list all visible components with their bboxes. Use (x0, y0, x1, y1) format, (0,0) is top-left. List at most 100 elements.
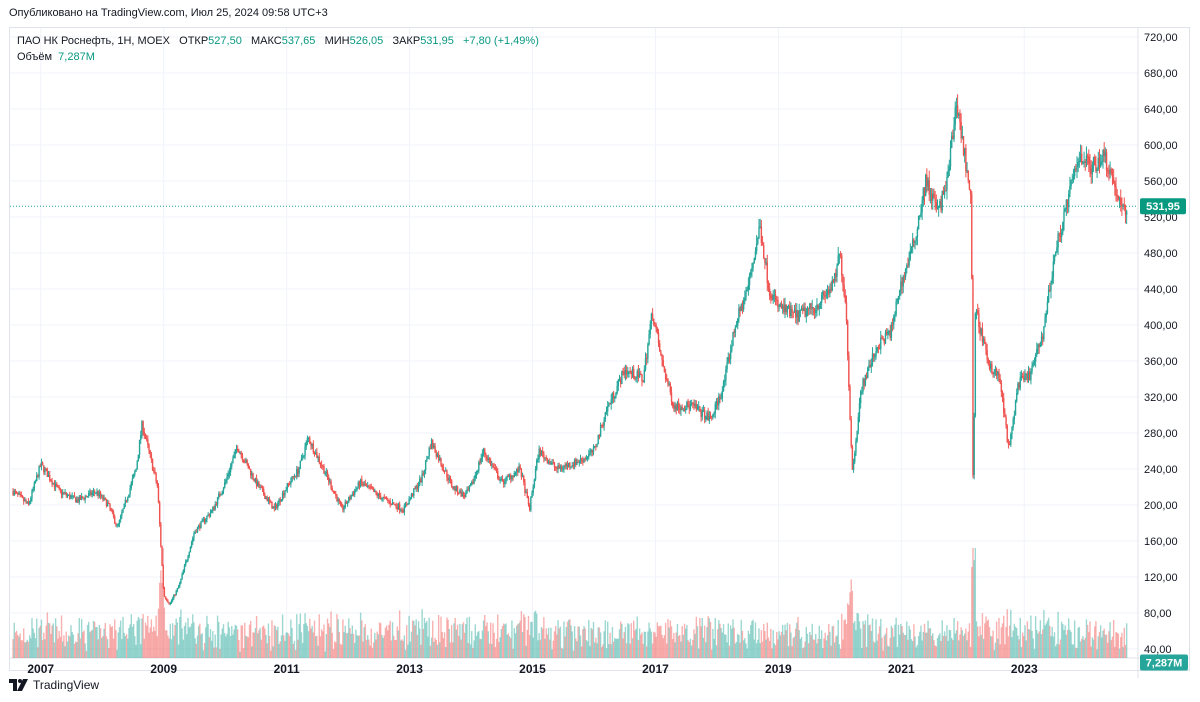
candle-body (864, 374, 867, 386)
candle-body (560, 467, 563, 469)
candle-body (293, 476, 296, 478)
volume-bar (236, 629, 239, 658)
footer: TradingView (9, 678, 99, 692)
candle-body (910, 247, 913, 251)
candle-body (371, 488, 374, 490)
volume-bar (31, 618, 33, 658)
candle-body (348, 496, 350, 503)
volume-bar (754, 622, 757, 658)
candle-body (960, 122, 962, 138)
volume-bar (194, 638, 196, 658)
candle-body (472, 481, 474, 484)
candle-body (841, 255, 843, 276)
volume-bar (718, 620, 720, 658)
candle-body (994, 368, 997, 373)
volume-bar (1069, 629, 1071, 658)
volume-bar (824, 632, 826, 658)
candle-body (504, 482, 506, 484)
volume-label[interactable]: Объём (17, 51, 53, 63)
volume-bar (1037, 633, 1039, 658)
volume-bar (424, 622, 427, 658)
candle-body (174, 594, 176, 596)
volume-bar (610, 644, 612, 658)
candle-body (1103, 149, 1105, 157)
x-tick-label: 2021 (888, 662, 915, 676)
volume-bar (636, 616, 638, 658)
volume-bar (409, 641, 411, 658)
volume-bar (830, 645, 832, 658)
volume-bar (1008, 625, 1011, 658)
volume-bar (489, 622, 492, 658)
candle-body (223, 482, 226, 488)
candle-body (124, 499, 127, 504)
volume-bar (998, 617, 1000, 658)
candle-body (856, 430, 858, 441)
candle-body (424, 460, 427, 471)
candle-body (430, 440, 433, 449)
volume-bar (497, 614, 499, 658)
volume-bar (623, 632, 625, 658)
tradingview-logo-icon[interactable] (9, 679, 29, 691)
candle-body (13, 490, 15, 495)
volume-bar (872, 641, 875, 658)
candle-body (579, 458, 582, 463)
volume-bar (679, 634, 681, 658)
candle-body (1123, 204, 1125, 207)
volume-bar (231, 626, 233, 658)
candle-body (417, 484, 420, 489)
candle-body (507, 475, 510, 477)
volume-bar (828, 623, 830, 658)
volume-bar (1125, 623, 1128, 658)
candle-body (125, 499, 128, 501)
volume-bar (25, 641, 27, 658)
candle-body (1013, 415, 1016, 420)
volume-bar (355, 629, 357, 658)
candle-body (948, 166, 951, 171)
candle-body (268, 499, 271, 502)
candle-body (28, 501, 31, 504)
volume-bar (854, 621, 856, 658)
candle-body (757, 238, 759, 244)
candle-body (201, 519, 203, 522)
candle-body (66, 495, 69, 497)
y-tick-label: 320,00 (1144, 392, 1178, 404)
candle-body (110, 508, 112, 511)
volume-bar (958, 640, 960, 658)
volume-bar (883, 635, 886, 658)
candle-body (813, 308, 816, 313)
volume-bar (923, 623, 926, 658)
volume-bar (528, 635, 531, 658)
volume-bar (619, 621, 622, 658)
volume-badge (1140, 654, 1188, 671)
volume-bar (725, 634, 727, 658)
symbol-title[interactable]: ПАО НК Роснефть, 1Н, MOEX (17, 35, 170, 47)
volume-bar (580, 646, 583, 658)
candle-body (565, 464, 568, 467)
volume-bar (1082, 636, 1084, 658)
candle-body (270, 501, 272, 503)
volume-bar (932, 633, 934, 658)
candle-body (1016, 392, 1018, 401)
volume-bar (557, 620, 559, 658)
candle-body (448, 477, 450, 481)
brand-name[interactable]: TradingView (33, 678, 100, 692)
volume-bar (266, 643, 268, 658)
volume-bar (426, 621, 428, 658)
candle-body (1116, 194, 1118, 197)
volume-bar (815, 633, 817, 658)
candle-body (108, 503, 110, 505)
candle-body (1003, 398, 1005, 413)
volume-bar (622, 638, 624, 658)
candle-body (259, 486, 261, 488)
candle-body (700, 411, 702, 417)
candle-body (778, 305, 780, 308)
candle-body (382, 496, 384, 499)
y-tick-label: 280,00 (1144, 428, 1178, 440)
volume-bar (1059, 639, 1062, 658)
candle-body (429, 447, 432, 449)
candle-body (482, 448, 485, 454)
volume-bar (906, 621, 908, 658)
candle-body (248, 468, 251, 470)
candle-body (526, 491, 529, 498)
